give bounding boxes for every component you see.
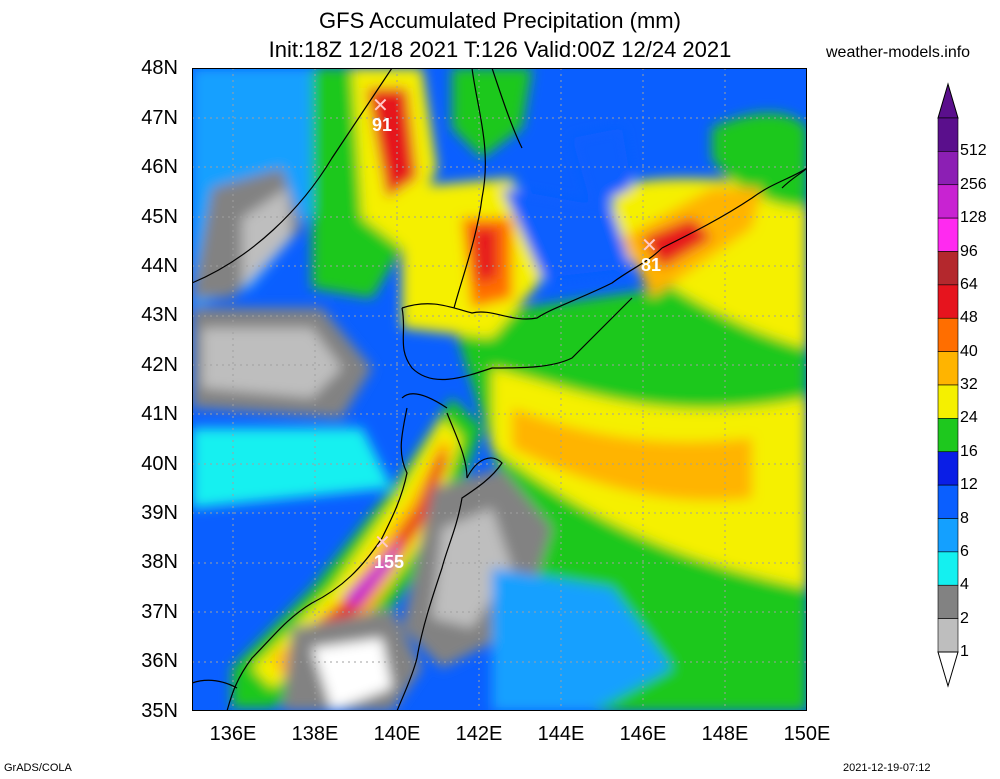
footer-credit: GrADS/COLA xyxy=(4,762,72,774)
colorbar-level-label: 4 xyxy=(960,576,969,594)
lon-label: 140E xyxy=(373,723,421,745)
chart-title: GFS Accumulated Precipitation (mm) xyxy=(319,8,681,33)
colorbar-bottom-arrow xyxy=(937,651,959,688)
colorbar-level-label: 6 xyxy=(960,542,969,560)
lon-label: 142E xyxy=(455,723,503,745)
colorbar-level-label: 128 xyxy=(960,209,987,227)
colorbar-swatch xyxy=(937,618,959,653)
coastlines xyxy=(192,68,807,711)
colorbar-swatch xyxy=(937,451,959,486)
colorbar-swatch xyxy=(937,351,959,386)
lat-label: 35N xyxy=(141,700,178,722)
precipitation-map xyxy=(192,68,807,711)
colorbar-level-label: 24 xyxy=(960,409,978,427)
colorbar-swatch xyxy=(937,584,959,619)
colorbar-swatch xyxy=(937,217,959,252)
lat-label: 40N xyxy=(141,453,178,475)
gridlines xyxy=(192,68,807,711)
lon-label: 148E xyxy=(701,723,749,745)
lat-label: 36N xyxy=(141,650,178,672)
colorbar-level-label: 16 xyxy=(960,442,978,460)
lat-label: 43N xyxy=(141,304,178,326)
max-marker-east: ✕ 81 xyxy=(641,235,662,275)
lat-label: 47N xyxy=(141,107,178,129)
colorbar-swatch xyxy=(937,284,959,319)
lat-label: 48N xyxy=(141,57,178,79)
colorbar-level-label: 12 xyxy=(960,476,978,494)
colorbar-level-label: 48 xyxy=(960,309,978,327)
lon-label: 150E xyxy=(783,723,831,745)
colorbar-level-label: 1 xyxy=(960,643,969,660)
lat-label: 41N xyxy=(141,403,178,425)
lat-label: 38N xyxy=(141,551,178,573)
colorbar-level-label: 256 xyxy=(960,175,987,193)
lat-label: 42N xyxy=(141,354,178,376)
colorbar-level-label: 8 xyxy=(960,509,969,527)
lat-label: 44N xyxy=(141,255,178,277)
colorbar-level-label: 96 xyxy=(960,242,978,260)
lon-label: 144E xyxy=(537,723,585,745)
lon-label: 138E xyxy=(291,723,339,745)
colorbar-level-label: 512 xyxy=(960,142,987,160)
website-label: weather-models.info xyxy=(826,44,971,61)
max-marker-south: ✕ 155 xyxy=(374,532,405,572)
colorbar-level-label: 32 xyxy=(960,376,978,393)
colorbar xyxy=(937,82,959,688)
colorbar-swatch xyxy=(937,117,959,152)
lon-label: 136E xyxy=(209,723,257,745)
colorbar-level-label: 40 xyxy=(960,342,978,360)
colorbar-swatch xyxy=(937,484,959,519)
lat-label: 39N xyxy=(141,502,178,524)
lat-label: 37N xyxy=(141,601,178,623)
max-marker-north: ✕ 91 xyxy=(372,95,393,135)
colorbar-swatch xyxy=(937,551,959,586)
lat-label: 46N xyxy=(141,156,178,178)
colorbar-level-label: 2 xyxy=(960,609,969,627)
colorbar-swatch xyxy=(937,418,959,453)
colorbar-swatch xyxy=(937,251,959,286)
chart-subtitle: Init:18Z 12/18 2021 T:126 Valid:00Z 12/2… xyxy=(268,37,732,62)
colorbar-top-arrow xyxy=(937,82,959,119)
colorbar-swatch xyxy=(937,518,959,553)
colorbar-swatch xyxy=(937,384,959,419)
footer-timestamp: 2021-12-19-07:12 xyxy=(843,762,931,774)
colorbar-swatch xyxy=(937,317,959,352)
colorbar-level-label: 64 xyxy=(960,275,978,293)
colorbar-swatch xyxy=(937,184,959,219)
lat-label: 45N xyxy=(141,206,178,228)
colorbar-swatch xyxy=(937,151,959,186)
lon-label: 146E xyxy=(619,723,667,745)
